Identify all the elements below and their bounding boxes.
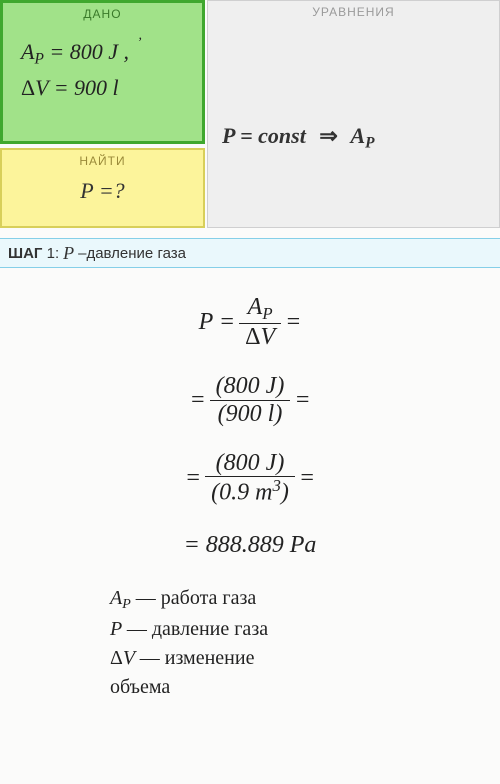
solution-line-1: P = AP ΔV = (199, 296, 302, 348)
given-box: ДАНО , AP = 800 J , ΔV = 900 l (0, 0, 205, 144)
sl2-suffix: = (294, 387, 310, 414)
def-row: AP — работа газа (110, 584, 500, 615)
eqn-rhs: A (350, 123, 365, 148)
sl4-plain: = 888.889 Pa (184, 532, 317, 559)
def-text-2a: изменение (165, 647, 255, 669)
find-box: НАЙТИ P =? (0, 148, 205, 228)
step-dash: – (78, 245, 86, 262)
equations-box: УРАВНЕНИЯ P = const ⇒ AP (207, 0, 500, 228)
dv-delta: Δ (21, 75, 35, 100)
step-colon: : (55, 245, 59, 262)
step-bar: ШАГ 1 : P – давление газа (0, 238, 500, 268)
definitions: AP — работа газа P — давление газа ΔV — … (0, 584, 500, 702)
def-row: ΔV — изменениеобъема (110, 644, 500, 702)
equations-content: P = const ⇒ AP (222, 123, 375, 153)
dv-rhs: = 900 l (48, 75, 118, 100)
eqn-rhs-sub: P (365, 135, 374, 152)
solution-line-4: = 888.889 Pa (184, 530, 317, 560)
find-header: НАЙТИ (79, 154, 125, 168)
sl2-num: (800 J) (210, 373, 291, 399)
def-text-1: давление газа (152, 618, 268, 640)
ap-rhs: = 800 J , (44, 39, 129, 64)
given-line-dv: ΔV = 900 l (21, 71, 202, 105)
def-text-0: работа газа (161, 587, 257, 609)
def-text-2b: объема (110, 676, 170, 698)
sl3-prefix: = (185, 465, 201, 492)
solution-block: P = AP ΔV = = (800 J) (900 l) = = (800 J… (0, 268, 500, 578)
sl1-den: ΔV (239, 324, 281, 350)
def-row: P — давление газа (110, 615, 500, 644)
solution-line-3: = (800 J) (0.9 m3) = (185, 452, 315, 504)
sl1-num: AP (242, 294, 279, 324)
sl3-num: (800 J) (210, 450, 291, 476)
ap-sym: A (21, 39, 34, 64)
sl3-den: (0.9 m3) (205, 477, 295, 506)
sl1-prefix: P = (199, 309, 235, 336)
dv-v: V (35, 75, 48, 100)
sl1-suffix: = (285, 309, 301, 336)
given-line-ap: AP = 800 J , (21, 35, 202, 71)
step-desc: давление газа (86, 245, 186, 262)
sl2-prefix: = (189, 387, 205, 414)
step-var: P (63, 243, 74, 264)
solution-line-2: = (800 J) (900 l) = (189, 374, 310, 426)
eqn-arrow: ⇒ (319, 123, 337, 148)
given-header: ДАНО (83, 7, 121, 21)
given-content: , AP = 800 J , ΔV = 900 l (3, 25, 202, 106)
step-number: 1 (47, 245, 55, 262)
sl3-suffix: = (299, 465, 315, 492)
ap-sub: P (34, 51, 43, 68)
left-column: ДАНО , AP = 800 J , ΔV = 900 l НАЙТИ P =… (0, 0, 207, 228)
tick-mark: , (21, 25, 202, 35)
sl1-frac: AP ΔV (239, 294, 281, 351)
find-expr: P =? (80, 178, 124, 204)
sl3-frac: (800 J) (0.9 m3) (205, 450, 295, 506)
equations-header: УРАВНЕНИЯ (312, 5, 394, 19)
sl2-frac: (800 J) (900 l) (210, 373, 291, 427)
eqn-lhs: P = const (222, 123, 306, 148)
step-prefix: ШАГ (8, 245, 42, 262)
top-grid: ДАНО , AP = 800 J , ΔV = 900 l НАЙТИ P =… (0, 0, 500, 228)
sl2-den: (900 l) (212, 401, 289, 427)
